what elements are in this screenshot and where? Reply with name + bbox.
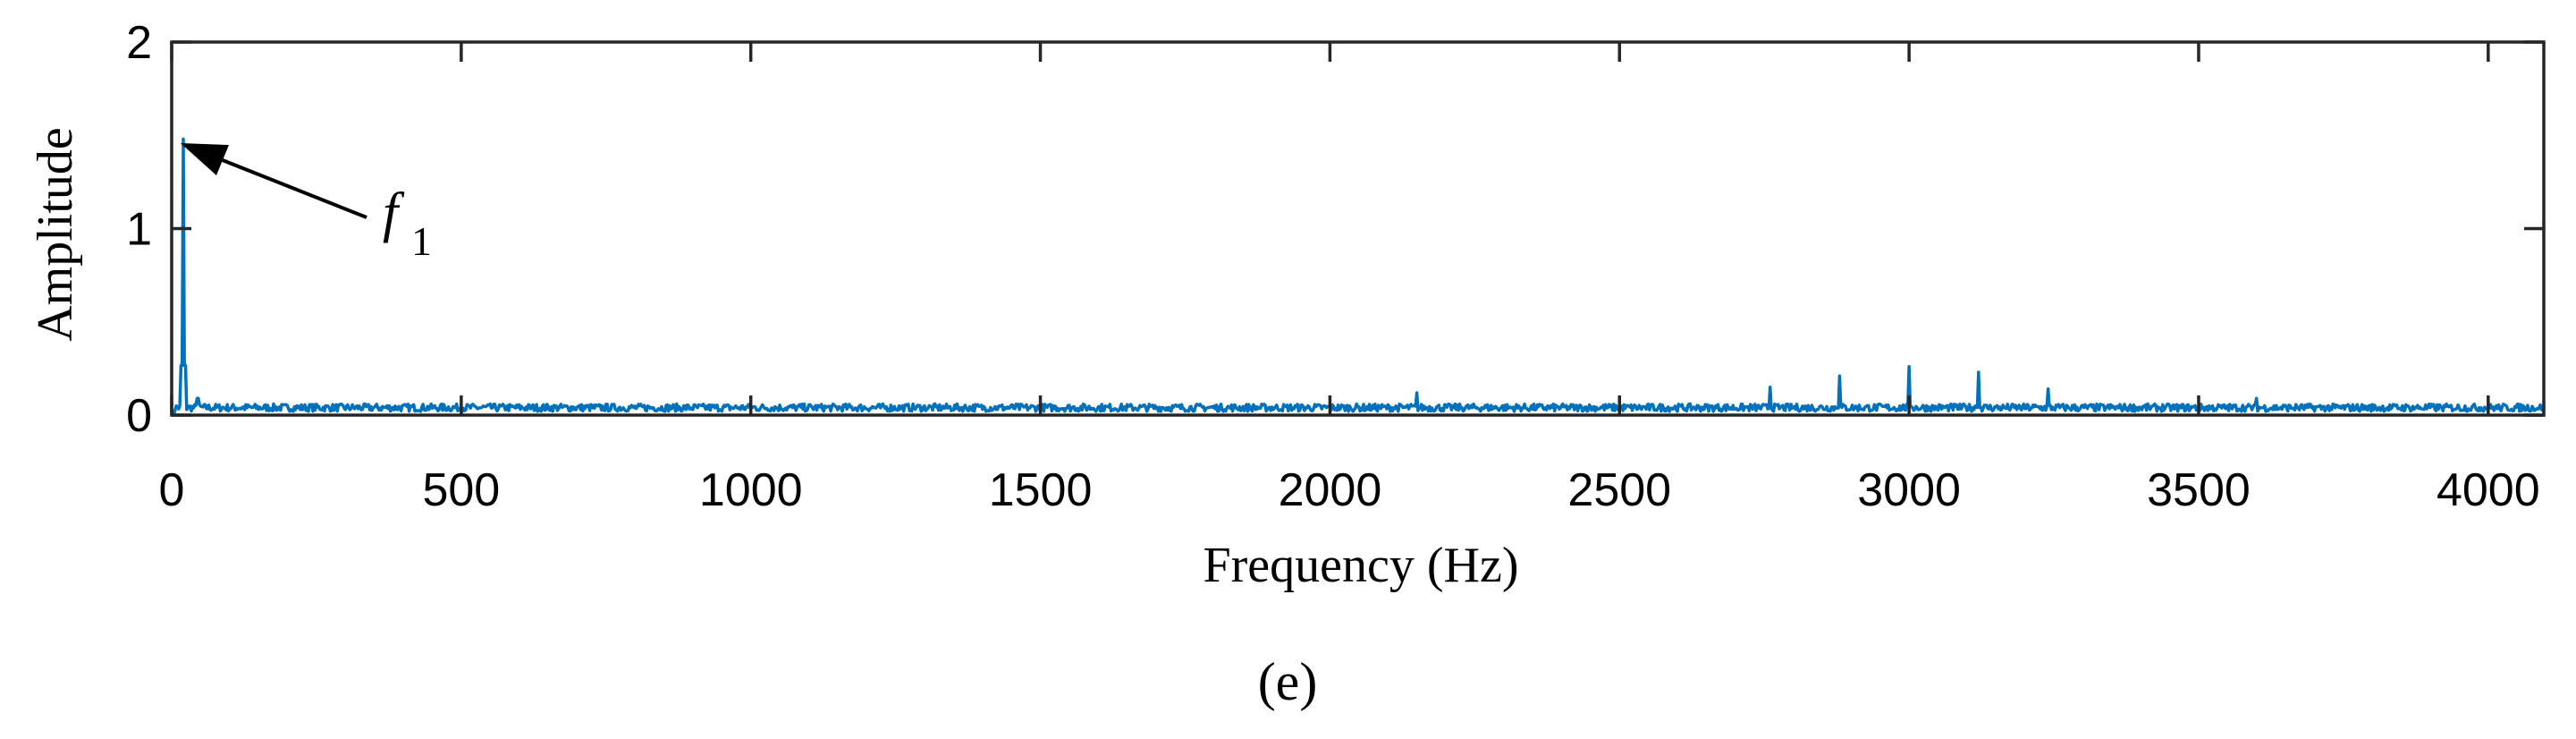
y-tick-label: 0 <box>126 390 152 442</box>
annotation-arrowhead <box>181 143 229 175</box>
x-tick-label: 500 <box>422 464 500 516</box>
axes-frame <box>170 40 2546 417</box>
x-tick-label: 1000 <box>699 464 803 516</box>
y-tick-label: 2 <box>126 17 152 69</box>
x-tick-label: 0 <box>159 464 185 516</box>
y-axis-title: Amplitude <box>28 127 83 342</box>
x-tick-label: 3500 <box>2147 464 2251 516</box>
x-tick-label: 1500 <box>989 464 1093 516</box>
x-tick-label: 3000 <box>1857 464 1961 516</box>
x-tick-label: 4000 <box>2437 464 2540 516</box>
spectrum-line <box>171 137 2546 415</box>
panel-label: (e) <box>1258 652 1318 711</box>
plot-area: 0 500 1000 1500 2000 2500 3000 3500 4000 0 1 2 <box>126 17 2546 516</box>
annotation-subscript: 1 <box>411 218 432 264</box>
f1-annotation: f 1 <box>181 143 432 264</box>
y-tick-label: 1 <box>126 204 152 256</box>
x-tick-label: 2000 <box>1279 464 1382 516</box>
x-axis-title: Frequency (Hz) <box>1204 538 1519 593</box>
x-tick-label: 2500 <box>1567 464 1671 516</box>
annotation-label: f <box>383 183 405 243</box>
